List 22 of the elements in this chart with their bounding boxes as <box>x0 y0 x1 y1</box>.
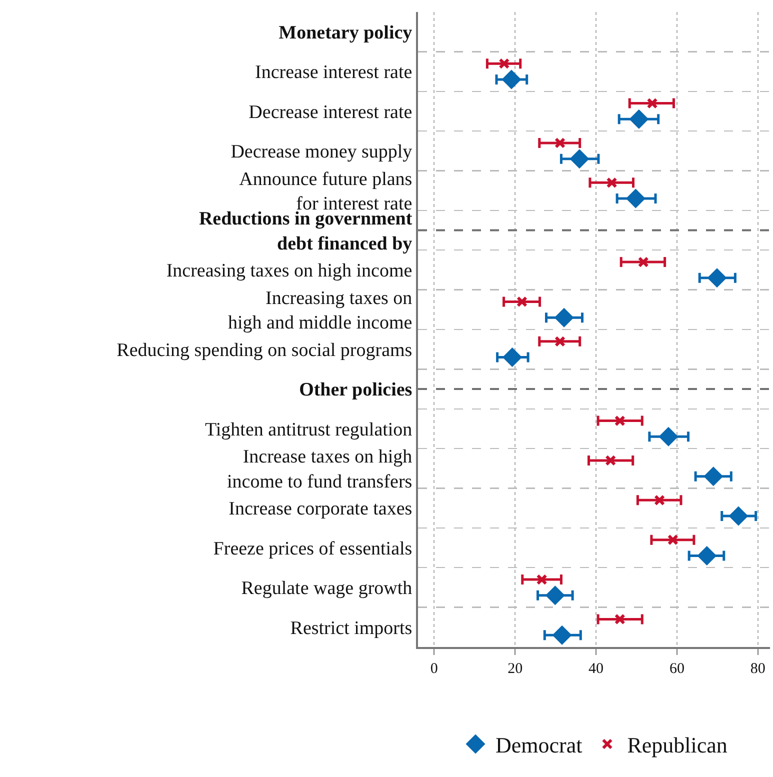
y-tick-label: Decrease interest rate <box>248 102 412 123</box>
legend-label: Democrat <box>496 732 582 758</box>
legend-label: Republican <box>627 732 728 758</box>
y-tick-label: Increasing taxes on high income <box>166 260 412 282</box>
x-tick-label: 40 <box>588 661 604 677</box>
y-tick-label: Restrict imports <box>290 618 412 639</box>
x-tick-label: 80 <box>750 661 766 677</box>
y-tick-label: Increase corporate taxes <box>228 498 412 520</box>
y-tick-label: Regulate wage growth <box>241 578 413 600</box>
y-tick-label: Other policies <box>299 380 412 401</box>
y-tick-label: Increase taxes on high income to fund transfers <box>226 446 413 492</box>
y-tick-label: Decrease money supply <box>230 142 413 163</box>
x-tick-label: 20 <box>508 661 523 677</box>
x-tick-label: 0 <box>430 661 438 677</box>
y-tick-label: Freeze prices of essentials <box>213 538 412 560</box>
y-tick-label: Reductions in government debt financed by <box>198 208 413 254</box>
y-tick-label: Tighten antitrust regulation <box>204 419 413 440</box>
x-tick-label: 60 <box>669 661 684 677</box>
y-tick-label: Increasing taxes on high and middle income <box>228 288 413 334</box>
y-tick-label: Monetary policy <box>278 22 413 44</box>
y-tick-label: Reducing spending on social programs <box>116 340 412 361</box>
y-tick-label: Increase interest rate <box>255 62 412 84</box>
